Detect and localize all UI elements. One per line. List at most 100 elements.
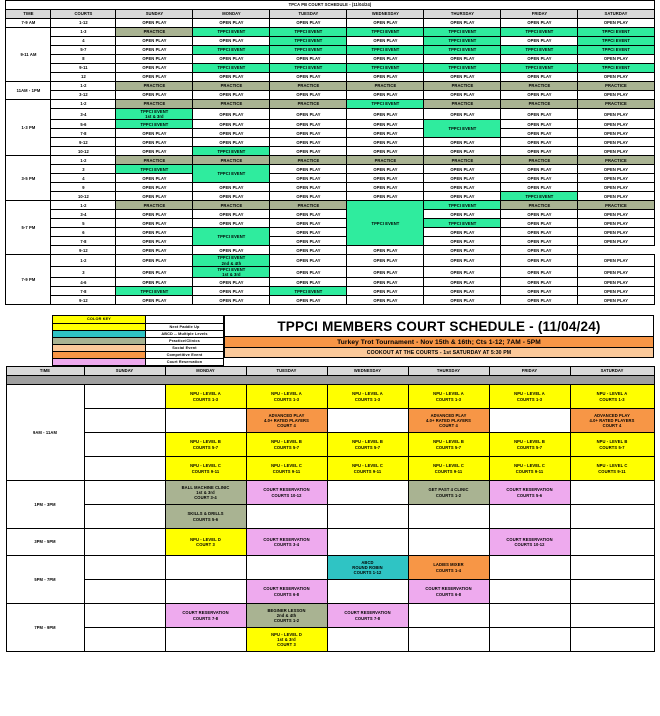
schedule-cell[interactable]: OPEN PLAY xyxy=(500,18,579,28)
schedule-cell[interactable] xyxy=(488,579,571,605)
schedule-cell[interactable]: OPEN PLAY xyxy=(269,191,348,202)
schedule-cell[interactable]: TPPCI EVENT xyxy=(346,200,425,247)
schedule-cell[interactable] xyxy=(488,504,571,530)
schedule-cell[interactable]: OPEN PLAY xyxy=(500,245,579,256)
schedule-cell[interactable]: TPPCI EVENT xyxy=(423,45,502,55)
schedule-cell[interactable]: LADIES MIXER COURTS 1-4 xyxy=(407,555,490,581)
schedule-cell[interactable] xyxy=(245,504,328,530)
schedule-cell[interactable]: COURT RESERVATION COURTS 3-4 xyxy=(245,528,328,557)
schedule-cell[interactable]: TPPCI EVENT xyxy=(269,286,348,297)
schedule-cell[interactable]: OPEN PLAY xyxy=(423,277,502,288)
schedule-cell[interactable]: NPU - LEVEL B COURTS 5-7 xyxy=(326,432,409,458)
schedule-cell[interactable]: PRACTICE xyxy=(115,155,194,166)
schedule-cell[interactable]: TPPCI EVENT xyxy=(500,191,579,202)
schedule-cell[interactable]: OPEN PLAY xyxy=(115,227,194,238)
schedule-cell[interactable]: OPEN PLAY xyxy=(269,236,348,247)
schedule-cell[interactable]: NPU - LEVEL B COURTS 5-7 xyxy=(569,432,655,458)
schedule-cell[interactable]: OPEN PLAY xyxy=(423,254,502,267)
schedule-cell[interactable]: OPEN PLAY xyxy=(423,146,502,157)
schedule-cell[interactable]: TPPCI EVENT xyxy=(269,63,348,73)
schedule-cell[interactable]: TPPCI EVENT xyxy=(500,45,579,55)
schedule-cell[interactable]: NPU - LEVEL A COURTS 1-3 xyxy=(164,384,247,410)
schedule-cell[interactable] xyxy=(326,504,409,530)
schedule-cell[interactable]: OPEN PLAY xyxy=(192,72,271,82)
schedule-cell[interactable]: PRACTICE xyxy=(577,200,655,211)
schedule-cell[interactable]: OPEN PLAY xyxy=(269,119,348,130)
schedule-cell[interactable]: TPPCI EVENT xyxy=(346,27,425,37)
schedule-cell[interactable]: OPEN PLAY xyxy=(115,209,194,220)
schedule-cell[interactable]: OPEN PLAY xyxy=(115,191,194,202)
schedule-cell[interactable] xyxy=(83,528,166,557)
schedule-cell[interactable]: OPEN PLAY xyxy=(423,191,502,202)
schedule-cell[interactable]: OPEN PLAY xyxy=(423,137,502,148)
schedule-cell[interactable]: OPEN PLAY xyxy=(192,277,271,288)
schedule-cell[interactable]: OPEN PLAY xyxy=(423,164,502,175)
schedule-cell[interactable] xyxy=(83,627,166,653)
schedule-cell[interactable]: OPEN PLAY xyxy=(577,137,655,148)
schedule-cell[interactable]: BEGINER LESSON 2nd & 4th COURTS 1-2 xyxy=(245,603,328,629)
schedule-cell[interactable]: OPEN PLAY xyxy=(269,173,348,184)
schedule-cell[interactable]: TPPCI EVENT xyxy=(577,36,655,46)
schedule-cell[interactable]: OPEN PLAY xyxy=(192,218,271,229)
schedule-cell[interactable]: OPEN PLAY xyxy=(192,119,271,130)
schedule-cell[interactable]: COURT RESERVATION COURTS 7-8 xyxy=(326,603,409,629)
schedule-cell[interactable]: OPEN PLAY xyxy=(115,146,194,157)
schedule-cell[interactable] xyxy=(83,408,166,434)
schedule-cell[interactable]: TPPCI EVENT xyxy=(192,45,271,55)
schedule-cell[interactable]: OPEN PLAY xyxy=(346,128,425,139)
schedule-cell[interactable]: OPEN PLAY xyxy=(269,227,348,238)
schedule-cell[interactable]: NPU - LEVEL A COURTS 1-3 xyxy=(407,384,490,410)
schedule-cell[interactable]: OPEN PLAY xyxy=(423,245,502,256)
schedule-cell[interactable]: OPEN PLAY xyxy=(115,218,194,229)
schedule-cell[interactable]: PRACTICE xyxy=(500,155,579,166)
schedule-cell[interactable]: PRACTICE xyxy=(115,200,194,211)
schedule-cell[interactable] xyxy=(245,555,328,581)
schedule-cell[interactable]: OPEN PLAY xyxy=(346,191,425,202)
schedule-cell[interactable]: OPEN PLAY xyxy=(500,209,579,220)
schedule-cell[interactable]: OPEN PLAY xyxy=(423,236,502,247)
schedule-cell[interactable]: TPPCI EVENT xyxy=(423,63,502,73)
schedule-cell[interactable]: PRACTICE xyxy=(423,155,502,166)
schedule-cell[interactable]: OPEN PLAY xyxy=(346,286,425,297)
schedule-cell[interactable]: NPU - LEVEL A COURTS 1-3 xyxy=(488,384,571,410)
schedule-cell[interactable]: OPEN PLAY xyxy=(346,277,425,288)
schedule-cell[interactable]: OPEN PLAY xyxy=(192,36,271,46)
schedule-cell[interactable]: NPU - LEVEL A COURTS 1-3 xyxy=(245,384,328,410)
schedule-cell[interactable]: OPEN PLAY xyxy=(346,295,425,306)
schedule-cell[interactable]: OPEN PLAY xyxy=(500,236,579,247)
schedule-cell[interactable]: OPEN PLAY xyxy=(115,265,194,279)
schedule-cell[interactable] xyxy=(83,555,166,581)
schedule-cell[interactable]: TPPCI EVENT xyxy=(115,119,194,130)
schedule-cell[interactable]: OPEN PLAY xyxy=(346,265,425,279)
schedule-cell[interactable]: OPEN PLAY xyxy=(500,72,579,82)
schedule-cell[interactable]: OPEN PLAY xyxy=(346,146,425,157)
schedule-cell[interactable]: PRACTICE xyxy=(423,99,502,109)
schedule-cell[interactable]: TPPCI EVENT xyxy=(269,45,348,55)
schedule-cell[interactable]: OPEN PLAY xyxy=(577,173,655,184)
schedule-cell[interactable]: OPEN PLAY xyxy=(577,90,655,100)
schedule-cell[interactable]: GET PAST 4 CLINIC COURTS 1-2 xyxy=(407,480,490,506)
schedule-cell[interactable]: OPEN PLAY xyxy=(269,107,348,121)
schedule-cell[interactable]: OPEN PLAY xyxy=(192,286,271,297)
schedule-cell[interactable] xyxy=(488,603,571,629)
schedule-cell[interactable]: OPEN PLAY xyxy=(577,54,655,64)
schedule-cell[interactable]: TPPCI EVENT xyxy=(500,63,579,73)
schedule-cell[interactable]: NPU - LEVEL B COURTS 5-7 xyxy=(488,432,571,458)
schedule-cell[interactable]: OPEN PLAY xyxy=(423,286,502,297)
schedule-cell[interactable]: PRACTICE xyxy=(577,99,655,109)
schedule-cell[interactable]: ABCD ROUND ROBIN COURTS 1-12 xyxy=(326,555,409,581)
schedule-cell[interactable]: NPU - LEVEL B COURTS 5-7 xyxy=(245,432,328,458)
schedule-cell[interactable]: COURT RESERVATION COURTS 5-6 xyxy=(488,480,571,506)
schedule-cell[interactable]: TPPCI EVENT 1st & 3rd xyxy=(115,107,194,121)
schedule-cell[interactable]: OPEN PLAY xyxy=(577,209,655,220)
schedule-cell[interactable]: OPEN PLAY xyxy=(500,164,579,175)
schedule-cell[interactable]: PRACTICE xyxy=(269,200,348,211)
schedule-cell[interactable]: TPPCI EVENT xyxy=(192,146,271,157)
schedule-cell[interactable]: OPEN PLAY xyxy=(346,107,425,121)
schedule-cell[interactable]: PRACTICE xyxy=(115,27,194,37)
schedule-cell[interactable] xyxy=(326,627,409,653)
schedule-cell[interactable]: OPEN PLAY xyxy=(577,265,655,279)
schedule-cell[interactable]: TPPCI EVENT xyxy=(346,45,425,55)
schedule-cell[interactable]: TPPCI EVENT xyxy=(192,27,271,37)
schedule-cell[interactable]: PRACTICE xyxy=(577,155,655,166)
